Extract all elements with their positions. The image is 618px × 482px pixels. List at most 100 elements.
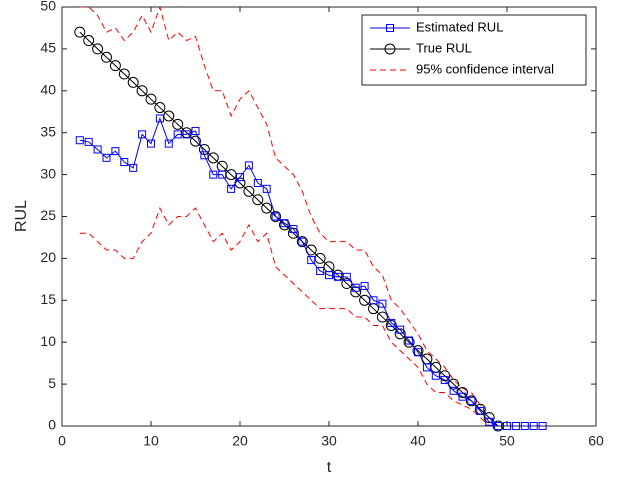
y-tick-label: 25 [40, 207, 56, 223]
square-marker [120, 158, 129, 167]
y-tick-label: 40 [40, 82, 56, 98]
square-marker [209, 170, 218, 179]
x-tick-label: 50 [499, 433, 515, 449]
square-marker [173, 130, 182, 139]
series-line [79, 31, 499, 426]
circle-marker [252, 194, 264, 206]
circle-marker [190, 135, 201, 147]
circle-marker [483, 412, 495, 424]
square-marker [138, 130, 147, 139]
y-tick-label: 20 [40, 249, 56, 265]
square-marker [236, 173, 244, 182]
y-tick-label: 0 [48, 417, 56, 433]
square-marker [84, 137, 93, 146]
circle-marker [376, 311, 388, 323]
square-marker [93, 145, 102, 154]
y-tick-label: 45 [40, 40, 56, 56]
square-marker [155, 114, 164, 123]
x-tick-label: 0 [58, 433, 66, 449]
square-marker [369, 296, 378, 305]
circle-marker [261, 202, 273, 214]
square-marker [529, 422, 538, 430]
square-marker [449, 386, 458, 395]
circle-marker [394, 328, 406, 340]
circle-marker [74, 26, 86, 38]
square-marker [467, 396, 476, 405]
square-marker [440, 375, 449, 384]
x-axis-label: t [327, 459, 332, 476]
square-marker [494, 422, 503, 430]
square-marker [316, 266, 325, 275]
circle-marker [145, 93, 157, 105]
legend-box [361, 14, 587, 86]
square-marker [244, 161, 253, 170]
square-marker [227, 184, 236, 193]
legend-marker [384, 43, 396, 55]
y-tick-label: 30 [40, 165, 56, 181]
square-marker [200, 151, 209, 160]
circle-marker [136, 85, 148, 97]
circle-marker [154, 102, 166, 114]
circle-marker [270, 211, 282, 222]
legend-label: Estimated RUL [416, 19, 503, 34]
legend: Estimated RUL True RUL 95% confidence inte… [361, 14, 587, 86]
square-marker [396, 325, 405, 334]
series-line [79, 7, 543, 426]
square-marker [342, 272, 351, 281]
circle-marker [109, 60, 121, 72]
square-marker [280, 219, 289, 228]
square-marker [405, 336, 414, 345]
square-marker [271, 212, 280, 221]
x-tick-label: 60 [588, 433, 604, 449]
square-marker [422, 363, 431, 372]
square-marker [182, 130, 191, 139]
circle-marker [101, 51, 112, 63]
square-marker [378, 299, 387, 308]
circle-marker [465, 395, 477, 407]
square-marker [164, 139, 173, 148]
circle-marker [243, 185, 255, 197]
x-tick-label: 20 [232, 433, 248, 449]
x-tick-label: 30 [321, 433, 337, 449]
square-marker [538, 422, 547, 430]
y-tick-label: 5 [48, 375, 56, 391]
square-marker [503, 422, 511, 430]
square-marker [111, 147, 120, 156]
square-marker [414, 348, 422, 357]
circle-marker [287, 227, 299, 239]
square-marker [511, 422, 520, 430]
circle-marker [92, 43, 104, 55]
square-marker [485, 417, 494, 426]
square-marker [351, 283, 360, 292]
square-marker [458, 392, 467, 401]
series-line-lower [79, 206, 543, 426]
x-tick-label: 10 [143, 433, 159, 449]
square-marker [289, 225, 298, 234]
square-marker [129, 163, 138, 172]
x-tick-label: 40 [410, 433, 426, 449]
circle-marker [172, 118, 184, 130]
legend-label: True RUL [416, 40, 472, 55]
circle-marker [118, 68, 130, 80]
square-marker [147, 139, 155, 148]
series-clip [79, 116, 543, 426]
circle-marker [296, 236, 308, 248]
series-line [79, 116, 543, 426]
legend-label: 95% confidence interval [416, 61, 554, 76]
square-marker [476, 406, 485, 415]
y-tick-label: 10 [40, 333, 56, 349]
square-marker [307, 256, 316, 265]
square-marker [253, 178, 262, 187]
square-marker [520, 422, 529, 430]
square-marker [191, 127, 200, 136]
square-marker [387, 318, 396, 327]
y-tick-label: 35 [40, 123, 56, 139]
circle-marker [127, 76, 139, 88]
circle-marker [83, 35, 95, 47]
square-marker [75, 136, 84, 145]
legend-marker [386, 24, 394, 32]
square-marker [333, 272, 342, 281]
square-marker [325, 271, 333, 280]
circle-marker [350, 286, 362, 298]
